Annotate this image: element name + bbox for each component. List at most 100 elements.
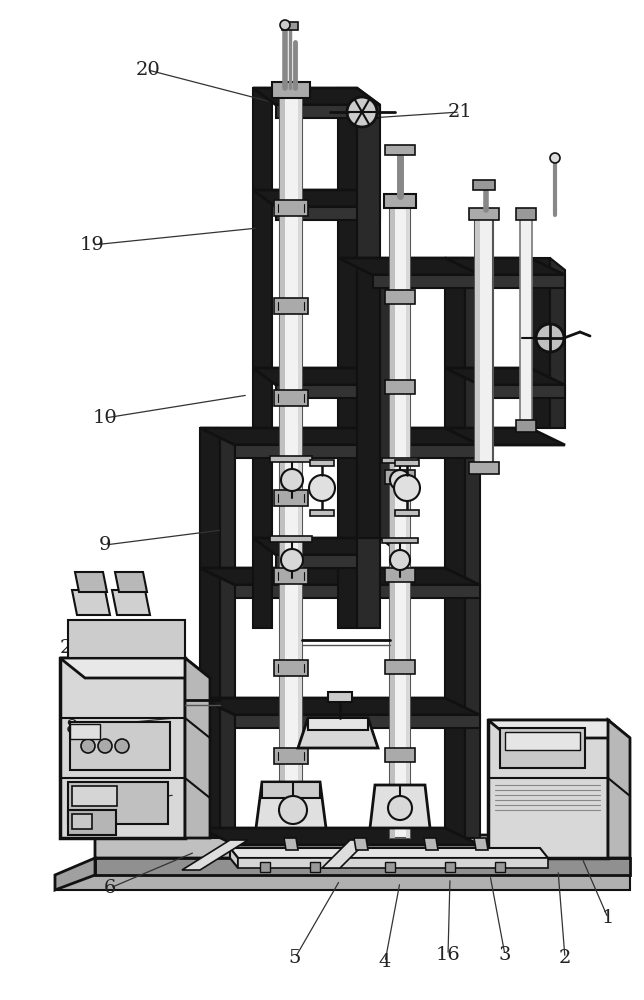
Polygon shape (465, 428, 480, 838)
Polygon shape (256, 782, 326, 828)
Circle shape (388, 796, 412, 820)
Polygon shape (253, 368, 380, 385)
Polygon shape (370, 785, 430, 828)
Polygon shape (298, 88, 302, 828)
Polygon shape (274, 748, 308, 764)
Polygon shape (520, 215, 532, 428)
Text: 22: 22 (60, 639, 84, 657)
Polygon shape (274, 298, 308, 314)
Text: 19: 19 (80, 236, 104, 254)
Text: 16: 16 (435, 946, 460, 964)
Polygon shape (390, 200, 410, 838)
Polygon shape (308, 718, 368, 730)
Polygon shape (475, 215, 493, 468)
Circle shape (279, 796, 307, 824)
Polygon shape (253, 88, 272, 628)
Polygon shape (298, 718, 378, 748)
Polygon shape (253, 88, 380, 105)
Polygon shape (445, 258, 465, 428)
Text: 20: 20 (136, 61, 160, 79)
Polygon shape (373, 275, 480, 288)
Bar (328, 692, 352, 702)
Polygon shape (55, 875, 630, 890)
Polygon shape (235, 715, 480, 728)
Text: 6: 6 (104, 879, 116, 897)
Polygon shape (322, 840, 368, 868)
Polygon shape (230, 848, 238, 868)
Circle shape (390, 470, 410, 490)
Polygon shape (380, 258, 395, 550)
Polygon shape (276, 555, 380, 568)
Polygon shape (488, 720, 630, 738)
Polygon shape (354, 838, 368, 850)
Polygon shape (115, 572, 147, 592)
Bar (70, 722, 170, 770)
Polygon shape (272, 82, 310, 98)
Text: 2: 2 (559, 949, 571, 967)
Polygon shape (284, 838, 298, 850)
Polygon shape (445, 368, 565, 385)
Polygon shape (230, 848, 548, 858)
Polygon shape (280, 88, 302, 828)
Polygon shape (385, 660, 415, 674)
Polygon shape (310, 862, 320, 872)
Polygon shape (530, 258, 550, 428)
Polygon shape (385, 568, 415, 582)
Polygon shape (424, 838, 438, 850)
Polygon shape (253, 538, 380, 555)
Circle shape (281, 469, 303, 491)
Polygon shape (445, 428, 565, 445)
Polygon shape (473, 180, 495, 190)
Polygon shape (395, 460, 419, 466)
Polygon shape (474, 838, 488, 850)
Polygon shape (60, 658, 210, 678)
Circle shape (536, 324, 564, 352)
Bar (68, 782, 168, 824)
Polygon shape (357, 88, 380, 628)
Polygon shape (495, 862, 505, 872)
Polygon shape (235, 445, 480, 458)
Polygon shape (385, 290, 415, 304)
Polygon shape (385, 380, 415, 394)
Bar (68, 810, 116, 835)
Polygon shape (72, 590, 110, 615)
Circle shape (115, 739, 129, 753)
Polygon shape (95, 858, 630, 875)
Polygon shape (475, 215, 480, 468)
Polygon shape (112, 590, 150, 615)
Polygon shape (270, 456, 312, 462)
Polygon shape (608, 720, 630, 858)
Polygon shape (488, 720, 608, 858)
Polygon shape (276, 385, 380, 398)
Polygon shape (384, 194, 416, 208)
Polygon shape (480, 385, 565, 398)
Polygon shape (395, 510, 419, 516)
Polygon shape (55, 858, 95, 890)
Polygon shape (200, 698, 480, 715)
Polygon shape (385, 748, 415, 762)
Polygon shape (357, 258, 380, 538)
Text: 7: 7 (66, 799, 78, 817)
Polygon shape (274, 568, 308, 584)
Polygon shape (95, 835, 630, 858)
Polygon shape (465, 258, 480, 440)
Polygon shape (182, 840, 248, 870)
Bar (500, 728, 585, 768)
Polygon shape (274, 660, 308, 676)
Polygon shape (338, 88, 357, 628)
Polygon shape (238, 858, 548, 868)
Polygon shape (276, 207, 380, 220)
Circle shape (347, 97, 377, 127)
Bar (505, 732, 580, 750)
Polygon shape (382, 538, 418, 543)
Circle shape (281, 549, 303, 571)
Polygon shape (445, 258, 565, 275)
Polygon shape (262, 782, 320, 798)
Polygon shape (385, 145, 415, 155)
Polygon shape (280, 88, 285, 828)
Text: 5: 5 (289, 949, 301, 967)
Polygon shape (445, 862, 455, 872)
Polygon shape (310, 510, 334, 516)
Polygon shape (385, 470, 415, 484)
Polygon shape (200, 828, 480, 845)
